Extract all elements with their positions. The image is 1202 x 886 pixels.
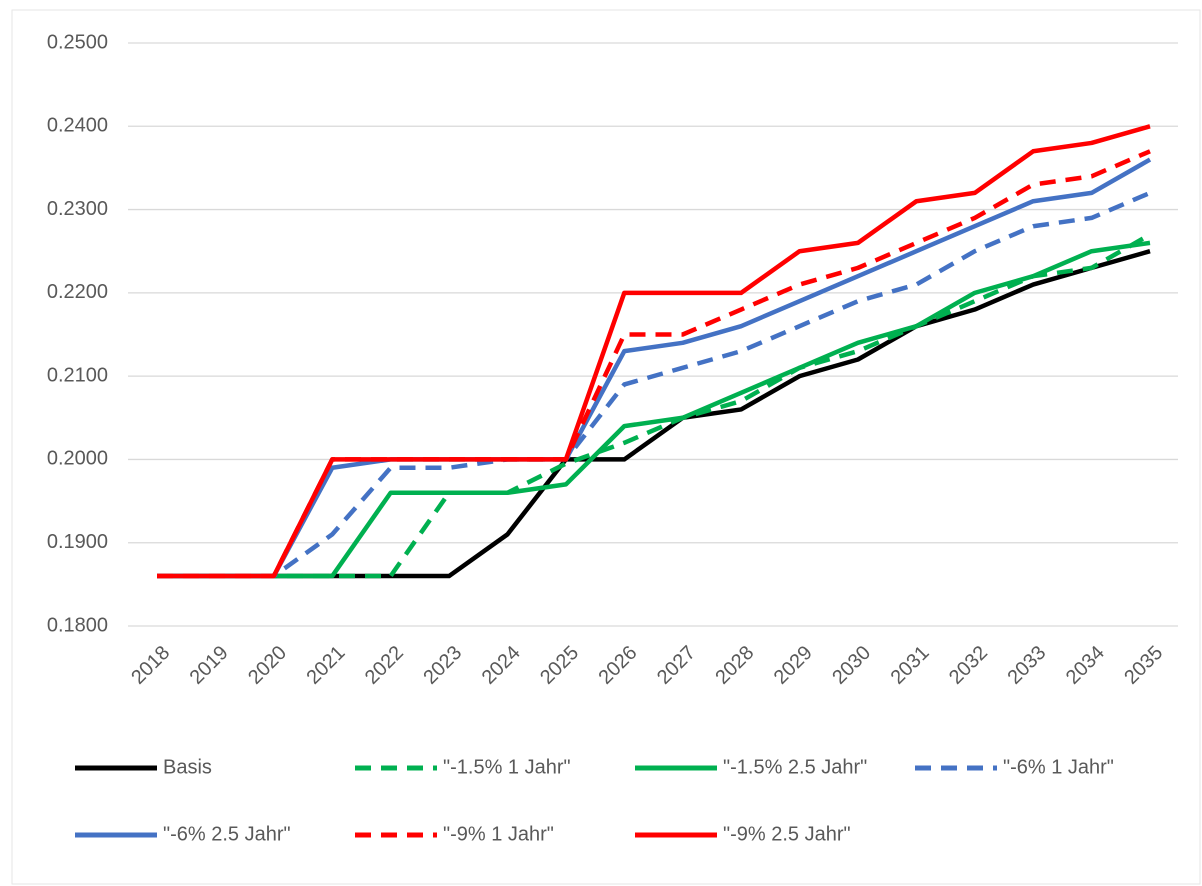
y-tick-label: 0.2000 <box>47 448 108 470</box>
y-tick-label: 0.2200 <box>47 281 108 303</box>
legend-label: Basis <box>163 756 212 778</box>
legend-label: "-1.5% 2.5 Jahr" <box>723 756 867 778</box>
y-tick-label: 0.1800 <box>47 614 108 636</box>
y-tick-label: 0.2400 <box>47 115 108 137</box>
series-line <box>157 190 1151 579</box>
series-line <box>157 149 1151 579</box>
y-tick-label: 0.2100 <box>47 364 108 386</box>
series-line <box>157 124 1151 579</box>
legend-label: "-6% 1 Jahr" <box>1003 756 1114 778</box>
series-line <box>157 157 1152 579</box>
y-tick-label: 0.2500 <box>47 31 108 53</box>
legend-label: "-9% 1 Jahr" <box>443 823 554 845</box>
legend-label: "-6% 2.5 Jahr" <box>163 823 291 845</box>
legend-label: "-1.5% 1 Jahr" <box>443 756 571 778</box>
legend-label: "-9% 2.5 Jahr" <box>723 823 851 845</box>
y-tick-label: 0.1900 <box>47 531 108 553</box>
series-line <box>157 240 1151 579</box>
y-tick-label: 0.2300 <box>47 198 108 220</box>
